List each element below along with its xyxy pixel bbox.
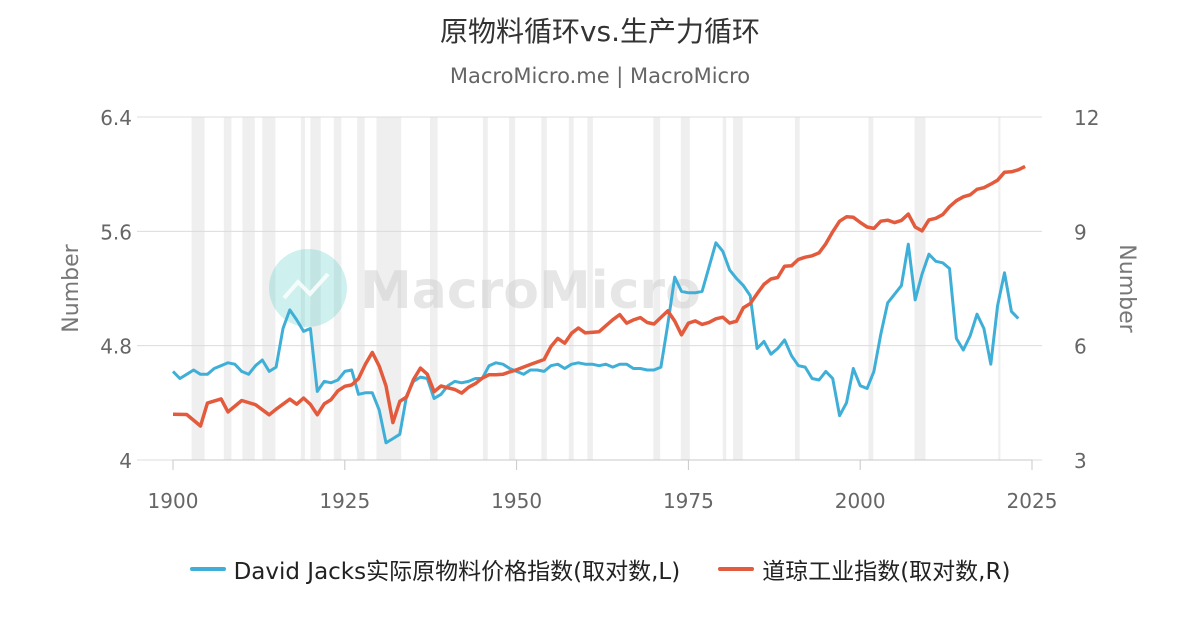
- recession-band: [191, 117, 205, 460]
- left-axis-tick-label: 4: [119, 449, 132, 473]
- recession-band: [914, 117, 926, 460]
- series-line-commodity: [171, 241, 1020, 445]
- chart-title: 原物料循环vs.生产力循环: [439, 15, 761, 48]
- left-axis-tick-label: 4.8: [100, 335, 132, 359]
- left-axis-tick-label: 5.6: [100, 220, 132, 244]
- left-axis-tick-label: 6.4: [100, 106, 132, 130]
- recession-band: [568, 117, 574, 460]
- right-axis-tick-label: 3: [1074, 449, 1087, 473]
- recession-band: [482, 117, 488, 460]
- legend-label-commodity: David Jacks实际原物料价格指数(取对数,L): [233, 559, 681, 585]
- recession-band: [430, 117, 438, 460]
- recession-band: [794, 117, 800, 460]
- x-axis-tick-label: 2025: [1007, 489, 1058, 513]
- recession-band: [333, 117, 342, 460]
- recession-band: [262, 117, 276, 460]
- chart-legend: David Jacks实际原物料价格指数(取对数,L) 道琼工业指数(取对数,R…: [0, 552, 1200, 586]
- recession-band: [998, 117, 1001, 460]
- watermark-trend-icon: [282, 272, 330, 300]
- recession-band: [722, 117, 727, 460]
- watermark-text: MacroMicro: [360, 261, 701, 321]
- recession-band: [357, 117, 365, 460]
- recession-band: [733, 117, 743, 460]
- recession-band: [868, 117, 874, 460]
- x-axis-tick-label: 1975: [663, 489, 714, 513]
- recession-band: [242, 117, 255, 460]
- recession-band: [587, 117, 593, 460]
- watermark-logo-icon: [269, 249, 347, 327]
- recession-band: [541, 117, 547, 460]
- right-axis-tick-label: 12: [1074, 106, 1099, 130]
- x-axis-tick-label: 2000: [835, 489, 886, 513]
- recession-band: [680, 117, 690, 460]
- legend-item-dow[interactable]: 道琼工业指数(取对数,R): [718, 552, 1010, 586]
- right-axis-tick-label: 6: [1074, 335, 1087, 359]
- series-line-dow: [172, 164, 1026, 428]
- left-axis-title: Number: [59, 243, 84, 332]
- legend-swatch-dow: [718, 567, 755, 571]
- recession-band: [653, 117, 661, 460]
- x-axis-tick-label: 1900: [148, 489, 199, 513]
- recession-band: [223, 117, 232, 460]
- legend-swatch-commodity: [189, 567, 226, 571]
- x-axis-tick-label: 1925: [319, 489, 370, 513]
- right-axis-tick-label: 9: [1074, 220, 1087, 244]
- legend-item-commodity[interactable]: David Jacks实际原物料价格指数(取对数,L): [189, 552, 681, 586]
- right-axis-title: Number: [1114, 244, 1139, 333]
- chart-subtitle: MacroMicro.me | MacroMicro: [449, 64, 751, 88]
- recession-band: [509, 117, 516, 460]
- legend-label-dow: 道琼工业指数(取对数,R): [762, 559, 1011, 585]
- x-axis-tick-label: 1950: [491, 489, 542, 513]
